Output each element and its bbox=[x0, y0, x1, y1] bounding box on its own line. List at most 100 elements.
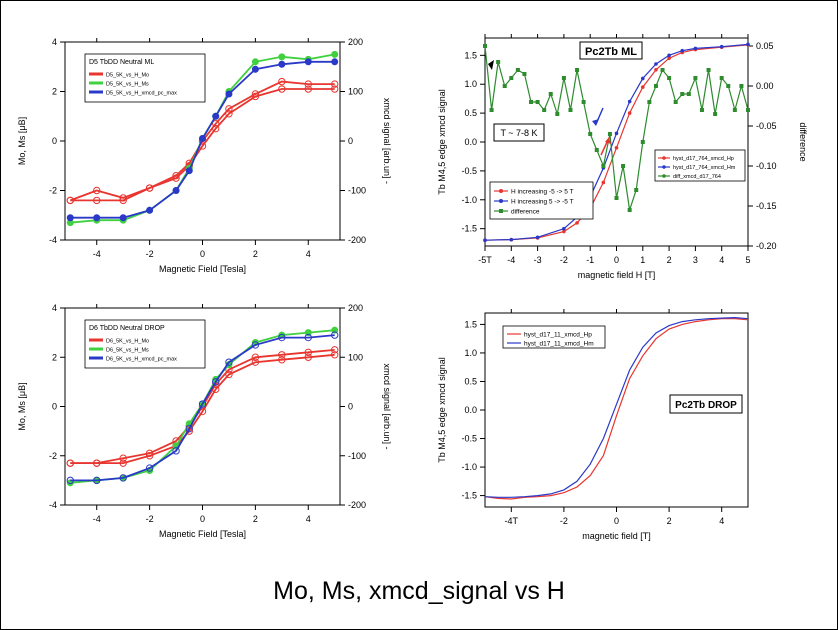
data-point bbox=[529, 100, 534, 104]
data-point bbox=[713, 112, 718, 116]
x-tick-label: 3 bbox=[693, 255, 698, 265]
legend-entry: H increasing 5 -> -5 T bbox=[511, 199, 574, 206]
data-point bbox=[199, 135, 206, 143]
data-point bbox=[66, 214, 74, 222]
data-point bbox=[278, 333, 286, 342]
x-axis-label: magnetic field H [T] bbox=[578, 270, 656, 280]
legend-entry: H increasing -5 -> 5 T bbox=[511, 189, 574, 196]
x-axis-label: Magnetic Field [Tesla] bbox=[159, 529, 246, 539]
y2-tick-label: -0.10 bbox=[756, 161, 777, 171]
arrow-red-head bbox=[605, 137, 611, 144]
legend-entry: D5_5K_vs_H_Ms bbox=[106, 82, 149, 88]
series-line bbox=[484, 316, 749, 498]
legend-entry: D6_5K_vs_H_Ms bbox=[106, 348, 149, 354]
data-point bbox=[627, 111, 632, 115]
data-point bbox=[732, 108, 737, 112]
data-point bbox=[331, 346, 339, 354]
chart-title: Pc2Tb DROP bbox=[675, 400, 737, 411]
y-tick-label: -1.0 bbox=[461, 462, 477, 472]
data-point bbox=[66, 459, 74, 467]
data-point bbox=[212, 385, 220, 393]
y-tick-label: 1.0 bbox=[464, 79, 477, 89]
x-tick-label: -2 bbox=[146, 514, 154, 524]
legend-right: hyst_d17_764_xmcd_Hp hyst_d17_764_xmcd_Hm… bbox=[654, 149, 746, 182]
y2-tick-label: 100 bbox=[348, 87, 363, 97]
y-tick-label: 1.0 bbox=[464, 348, 477, 358]
data-point bbox=[548, 92, 553, 96]
legend-marker bbox=[662, 165, 666, 169]
y-tick-label: 4 bbox=[52, 303, 57, 313]
data-point bbox=[502, 84, 507, 88]
data-point bbox=[251, 58, 259, 66]
data-point bbox=[212, 124, 220, 133]
y-tick-label: 1.5 bbox=[464, 319, 477, 329]
data-point bbox=[119, 474, 127, 482]
data-point bbox=[251, 358, 260, 366]
y2-tick-label: -0.15 bbox=[756, 201, 777, 211]
data-point bbox=[483, 238, 487, 243]
data-point bbox=[225, 110, 233, 118]
data-point bbox=[641, 76, 645, 81]
data-point bbox=[699, 108, 704, 112]
data-point bbox=[278, 53, 286, 61]
data-point bbox=[225, 358, 233, 366]
data-point bbox=[686, 92, 691, 96]
data-point bbox=[693, 76, 698, 80]
y-axis-label: Mo, Ms [μB] bbox=[17, 117, 27, 165]
y-tick-label: 0.5 bbox=[464, 108, 477, 118]
legend: D6 TbDD Neutral DROP D6_5K_vs_H_Mo D6_5K_v… bbox=[84, 319, 206, 369]
chart-p2: -5T -4 -3 -2 -1 0 1 2 3 4 5 -1.5 -1.0 -0.5 0.0 0.5 1.0 1.… bbox=[437, 34, 808, 280]
data-point bbox=[640, 140, 645, 144]
y-tick-label: -1.5 bbox=[461, 491, 477, 501]
x-tick-label: 5 bbox=[745, 255, 750, 265]
series-line bbox=[484, 44, 749, 241]
y-axis-label: Tb M4,5 edge xmcd signal bbox=[437, 89, 447, 195]
legend-box bbox=[502, 325, 606, 349]
legend-marker bbox=[662, 156, 666, 160]
y-tick-label: 2 bbox=[52, 87, 57, 97]
data-point bbox=[93, 214, 101, 222]
data-point bbox=[185, 424, 193, 433]
data-point bbox=[607, 132, 612, 136]
data-point bbox=[746, 42, 750, 47]
y2-tick-label: -100 bbox=[348, 451, 366, 461]
data-point bbox=[119, 214, 127, 222]
chart-title-box bbox=[579, 41, 643, 60]
y2-tick-label: -0.20 bbox=[756, 241, 777, 251]
data-point bbox=[746, 108, 750, 112]
data-point bbox=[251, 65, 259, 73]
y-tick-label: 1.5 bbox=[464, 50, 477, 60]
series-line bbox=[70, 88, 335, 202]
data-point bbox=[509, 237, 514, 242]
data-point bbox=[726, 84, 731, 88]
annotation-box bbox=[493, 123, 545, 142]
data-point bbox=[251, 353, 260, 361]
data-point bbox=[304, 58, 312, 66]
data-point bbox=[535, 100, 540, 104]
data-point bbox=[627, 208, 632, 212]
y2-tick-label: -200 bbox=[348, 500, 366, 510]
data-point bbox=[588, 132, 593, 136]
data-point bbox=[331, 331, 339, 339]
x-tick-label: -4T bbox=[505, 516, 519, 526]
data-point bbox=[581, 100, 586, 104]
legend-marker bbox=[499, 199, 503, 203]
data-point bbox=[225, 370, 233, 379]
data-point bbox=[614, 145, 619, 150]
data-point bbox=[331, 50, 339, 58]
data-point bbox=[660, 68, 665, 72]
data-point bbox=[542, 108, 547, 112]
x-tick-label: -4 bbox=[93, 514, 101, 524]
x-tick-label: 2 bbox=[253, 249, 258, 259]
data-point bbox=[647, 100, 652, 104]
y-tick-label: -4 bbox=[49, 500, 57, 510]
data-point bbox=[680, 48, 685, 53]
data-point bbox=[278, 85, 286, 93]
x-tick-label: -1 bbox=[586, 255, 594, 265]
data-point bbox=[93, 196, 101, 205]
legend-box bbox=[84, 319, 206, 369]
data-point bbox=[614, 131, 619, 136]
legend-entry: D6_5K_vs_H_Mo bbox=[106, 339, 149, 345]
